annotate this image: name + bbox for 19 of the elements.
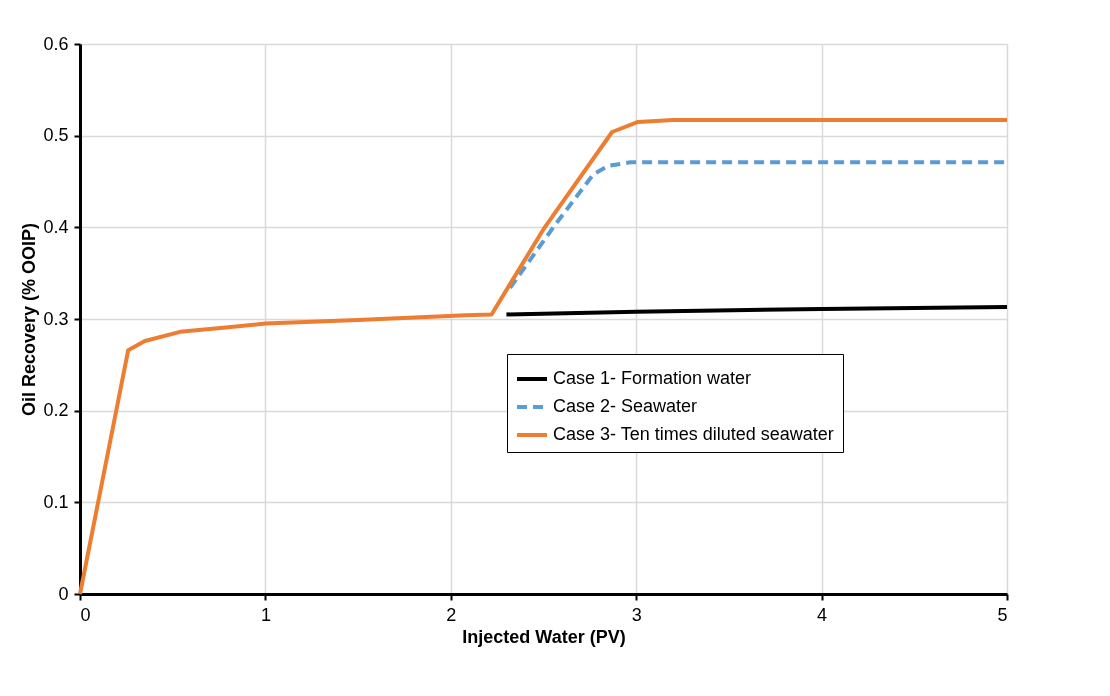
- y-tick-label: 0.6: [43, 33, 69, 54]
- legend-label: Case 1- Formation water: [553, 368, 752, 388]
- y-tick-label: 0.1: [43, 491, 69, 512]
- y-axis-title: Oil Recovery (% OOIP): [19, 222, 40, 417]
- y-tick-label: 0.4: [43, 216, 69, 237]
- y-tick-label: 0.3: [43, 308, 69, 329]
- x-tick-label: 5: [997, 604, 1008, 625]
- y-tick-label: 0.2: [43, 400, 69, 421]
- x-tick-label: 1: [260, 604, 271, 625]
- x-tick-label: 0: [80, 604, 91, 625]
- x-tick-label: 3: [631, 604, 642, 625]
- y-tick-label: 0: [58, 583, 69, 604]
- x-axis-title: Injected Water (PV): [462, 626, 626, 647]
- legend-label: Case 2- Seawater: [553, 396, 698, 416]
- y-tick-label: 0.5: [43, 125, 69, 146]
- legend-label: Case 3- Ten times diluted seawater: [553, 424, 834, 444]
- x-tick-label: 2: [446, 604, 457, 625]
- line-series: [504, 305, 1009, 317]
- x-tick-label: 4: [817, 604, 828, 625]
